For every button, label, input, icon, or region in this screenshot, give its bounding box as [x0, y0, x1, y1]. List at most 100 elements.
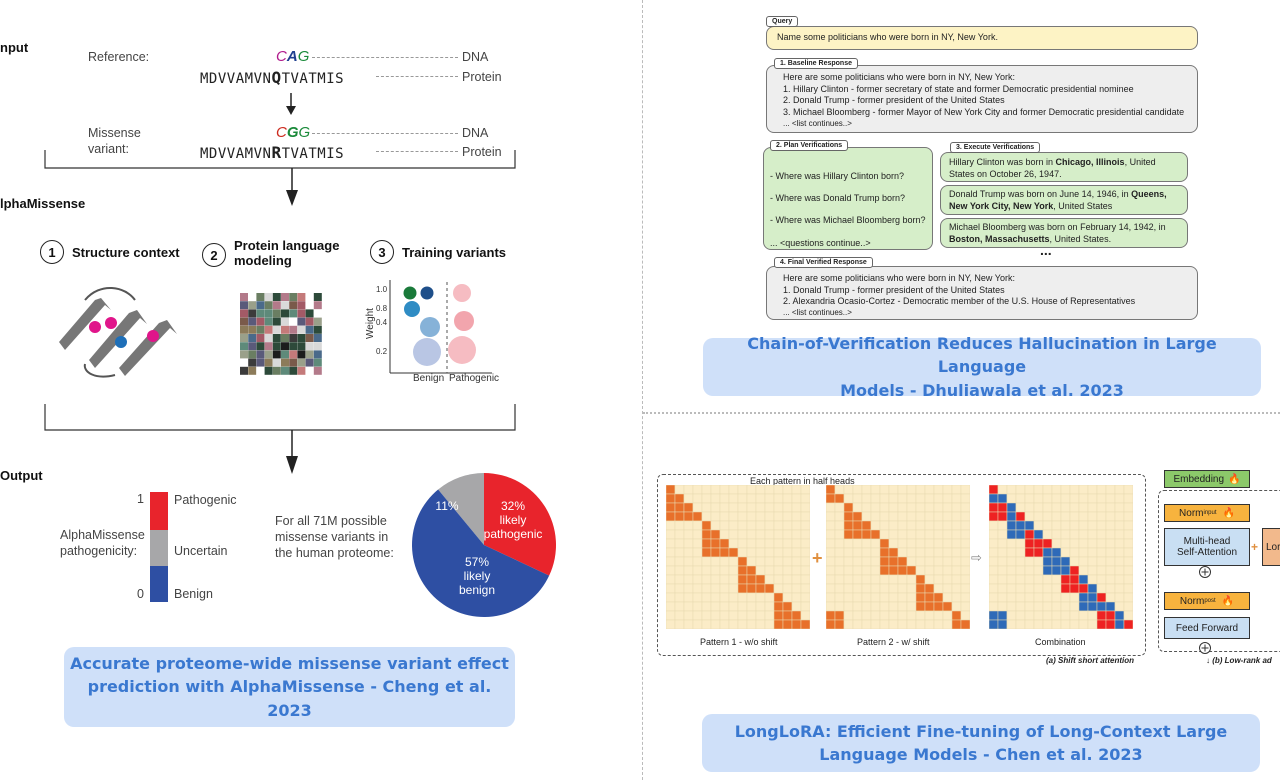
plm-cell [240, 317, 248, 326]
attention-cell [701, 610, 712, 621]
attention-cell [1024, 574, 1035, 585]
attention-cell [826, 511, 836, 522]
variants-text-2: missense variants in [275, 530, 389, 544]
lowrank-caption: ↓ (b) Low-rank ad [1206, 656, 1272, 665]
attention-cell [728, 485, 739, 495]
pie-slice-benign [412, 489, 550, 617]
attention-cell [1114, 485, 1125, 495]
scale-uncertain: Uncertain [174, 544, 228, 558]
attention-cell [852, 556, 863, 567]
plm-cell [281, 334, 289, 342]
attention-cell [1114, 574, 1125, 585]
plm-cell [240, 309, 248, 318]
attention-cell [879, 601, 890, 612]
attention-cell [782, 574, 793, 585]
attention-cell [1087, 520, 1098, 531]
attention-cell [1087, 529, 1098, 540]
attention-cell [692, 610, 703, 621]
fire-icon: 🔥 [1222, 507, 1235, 519]
combination-label: Combination [1035, 637, 1086, 647]
attention-cell [843, 601, 854, 612]
attention-cell [1114, 511, 1125, 522]
attention-cell [834, 538, 845, 549]
attention-cell [888, 493, 899, 504]
attention-cell [1123, 511, 1133, 522]
attention-cell [960, 493, 970, 504]
attention-cell [666, 574, 676, 585]
attention-cell [701, 538, 712, 549]
attention-cell [1078, 556, 1089, 567]
attention-cell [989, 538, 999, 549]
attention-cell [1006, 574, 1017, 585]
attention-cell [1015, 529, 1026, 540]
attention-cell [1069, 574, 1080, 585]
attention-cell [1087, 592, 1098, 603]
plm-cell [256, 293, 265, 301]
plm-cell [305, 334, 314, 342]
attention-cell [924, 574, 935, 585]
attention-cell [683, 520, 694, 531]
attention-cell [737, 529, 748, 540]
attention-cell [960, 547, 970, 558]
plm-cell [272, 301, 281, 310]
attention-cell [960, 502, 970, 513]
attention-cell [997, 619, 1008, 629]
attention-cell [1078, 511, 1089, 522]
attention-cell [852, 493, 863, 504]
attention-cell [1006, 511, 1017, 522]
attention-cell [834, 547, 845, 558]
attention-cell [755, 502, 766, 513]
attention-cell [773, 493, 784, 504]
attention-cell [997, 592, 1008, 603]
attention-cell [942, 538, 953, 549]
attention-cell [746, 592, 757, 603]
plm-cell [240, 301, 248, 310]
shift-attention-frame [657, 474, 1146, 656]
attention-cell [879, 574, 890, 585]
attention-cell [1105, 592, 1116, 603]
attention-cell [1087, 485, 1098, 495]
attention-cell [1015, 565, 1026, 576]
attention-cell [1015, 592, 1026, 603]
attention-cell [1006, 619, 1017, 629]
attention-cell [942, 583, 953, 594]
attention-cell [1042, 619, 1053, 629]
attention-cell [906, 493, 917, 504]
step-training: 3 Training variants [370, 240, 506, 264]
attention-cell [826, 547, 836, 558]
attention-cell [719, 601, 730, 612]
attention-cell [683, 502, 694, 513]
alphamissense-caption[interactable]: Accurate proteome-wide missense variant … [64, 647, 515, 727]
attention-cell [1096, 619, 1107, 629]
attention-cell [782, 547, 793, 558]
attention-cell [942, 556, 953, 567]
cove-caption[interactable]: Chain-of-Verification Reduces Hallucinat… [703, 334, 1261, 400]
attention-cell [942, 574, 953, 585]
attention-cell [843, 583, 854, 594]
attention-cell [861, 493, 872, 504]
attention-cell [861, 520, 872, 531]
attention-cell [870, 556, 881, 567]
attention-cell [997, 511, 1008, 522]
attention-cell [897, 583, 908, 594]
attention-cell [942, 520, 953, 531]
attention-cell [960, 520, 970, 531]
attention-cell [737, 538, 748, 549]
attention-cell [683, 583, 694, 594]
attention-cell [924, 601, 935, 612]
attention-cell [666, 520, 676, 531]
attention-cell [843, 574, 854, 585]
attention-cell [897, 610, 908, 621]
vertical-divider [642, 0, 643, 780]
final-tag: 4. Final Verified Response [774, 257, 873, 268]
longlora-caption[interactable]: LongLoRA: Efficient Fine-tuning of Long-… [702, 714, 1260, 772]
attention-cell [924, 619, 935, 629]
plm-cell [305, 309, 314, 318]
attention-cell [1096, 547, 1107, 558]
attention-cell [834, 520, 845, 531]
attention-cell [746, 556, 757, 567]
variant-pie-chart: 32% likely pathogenic 11% 57% likely ben… [412, 473, 556, 617]
attention-cell [989, 565, 999, 576]
attention-cell [800, 511, 810, 522]
attention-cell [942, 485, 953, 495]
